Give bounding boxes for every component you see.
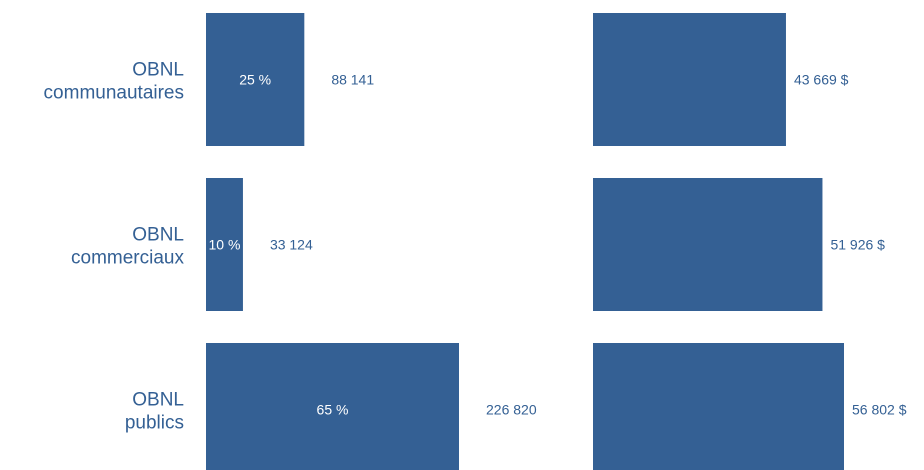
count-bar <box>206 343 459 470</box>
amount-value-label: 43 669 $ <box>794 72 849 88</box>
amount-bar <box>593 178 823 311</box>
share-label: 10 % <box>209 237 241 253</box>
count-bar <box>206 178 243 311</box>
category-label-line: publics <box>125 413 184 434</box>
share-label: 25 % <box>239 72 271 88</box>
count-value-label: 226 820 <box>486 402 537 418</box>
category-label: OBNL publics <box>125 390 184 434</box>
amount-bar <box>593 343 844 470</box>
category-label: OBNL commerciaux <box>71 225 184 269</box>
amount-bar <box>593 13 786 146</box>
count-value-label: 88 141 <box>331 72 374 88</box>
category-label-line: OBNL <box>132 390 184 411</box>
amount-value-label: 51 926 $ <box>830 237 885 253</box>
category-label-line: OBNL <box>132 60 184 81</box>
category-label-line: commerciaux <box>71 248 184 269</box>
amount-value-label: 56 802 $ <box>852 402 907 418</box>
share-label: 65 % <box>317 402 349 418</box>
category-label-line: OBNL <box>132 225 184 246</box>
count-value-label: 33 124 <box>270 237 313 253</box>
category-label: OBNL communautaires <box>44 60 184 104</box>
count-bar <box>206 13 305 146</box>
category-label-line: communautaires <box>44 83 184 104</box>
